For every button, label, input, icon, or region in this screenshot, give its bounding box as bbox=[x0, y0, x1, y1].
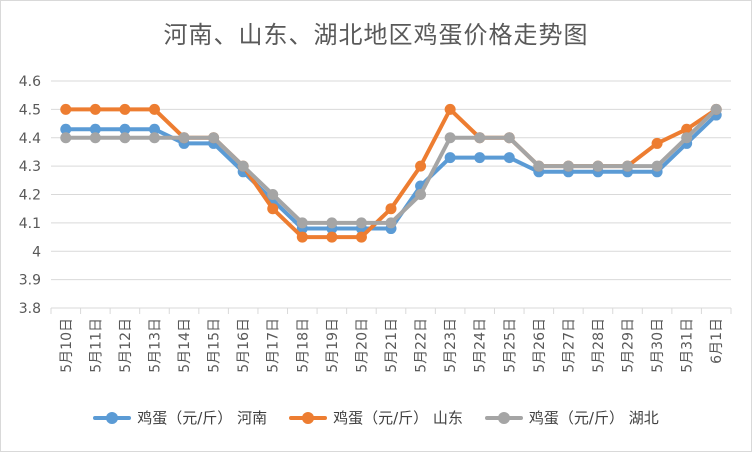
data-point bbox=[444, 103, 456, 115]
data-point bbox=[60, 132, 72, 144]
legend-label-shandong: 鸡蛋（元/斤） 山东 bbox=[333, 409, 463, 427]
x-tick-label: 5月29日 bbox=[621, 318, 637, 373]
chart-title: 河南、山东、湖北地区鸡蛋价格走势图 bbox=[163, 21, 589, 49]
y-tick-label: 4 bbox=[32, 244, 41, 260]
x-tick-label: 5月24日 bbox=[473, 318, 489, 373]
legend-label-henan: 鸡蛋（元/斤） 河南 bbox=[137, 409, 268, 427]
x-tick-label: 5月22日 bbox=[414, 318, 430, 373]
data-point bbox=[89, 103, 101, 115]
x-tick-label: 5月16日 bbox=[236, 318, 252, 373]
x-tick-label: 5月18日 bbox=[295, 318, 311, 373]
y-tick-label: 3.9 bbox=[19, 273, 41, 289]
data-point bbox=[415, 189, 427, 200]
data-point bbox=[326, 217, 338, 229]
data-point bbox=[444, 132, 456, 144]
x-tick-label: 5月25日 bbox=[502, 318, 518, 373]
x-tick-label: 5月30日 bbox=[650, 318, 666, 373]
y-tick-label: 4.2 bbox=[19, 188, 41, 204]
legend-item-hubei: 鸡蛋（元/斤） 湖北 bbox=[484, 407, 659, 428]
data-point bbox=[148, 103, 160, 115]
data-point bbox=[503, 132, 515, 144]
data-point bbox=[710, 103, 722, 115]
x-tick-label: 5月19日 bbox=[325, 318, 341, 373]
data-point bbox=[415, 160, 427, 172]
legend-label-hubei: 鸡蛋（元/斤） 湖北 bbox=[528, 409, 659, 427]
data-point bbox=[444, 152, 456, 164]
x-tick-label: 5月12日 bbox=[118, 318, 134, 373]
x-tick-label: 5月28日 bbox=[591, 318, 607, 373]
x-tick-label: 5月31日 bbox=[680, 318, 696, 373]
data-point bbox=[592, 160, 604, 172]
legend-swatch-hubei bbox=[484, 411, 523, 425]
data-point bbox=[681, 123, 693, 135]
data-point bbox=[60, 103, 72, 115]
y-tick-label: 4.5 bbox=[19, 102, 41, 118]
data-point bbox=[119, 103, 131, 115]
data-point bbox=[385, 203, 397, 215]
data-point bbox=[503, 152, 515, 164]
x-tick-label: 5月10日 bbox=[59, 318, 75, 373]
data-point bbox=[474, 132, 486, 144]
legend-item-henan: 鸡蛋（元/斤） 河南 bbox=[93, 407, 267, 428]
data-point bbox=[89, 123, 101, 135]
y-tick-label: 4.4 bbox=[19, 131, 41, 147]
data-point bbox=[681, 132, 693, 144]
data-point bbox=[89, 132, 101, 144]
data-point bbox=[237, 160, 249, 172]
y-tick-label: 4.1 bbox=[19, 216, 41, 232]
data-point bbox=[119, 123, 131, 135]
data-point bbox=[326, 231, 338, 243]
data-point bbox=[651, 160, 663, 172]
x-tick-label: 5月21日 bbox=[384, 318, 400, 373]
x-tick-label: 5月15日 bbox=[207, 318, 223, 373]
x-tick-label: 5月23日 bbox=[443, 318, 459, 373]
data-point bbox=[296, 231, 308, 243]
data-point bbox=[562, 160, 574, 172]
data-point bbox=[208, 132, 220, 144]
x-tick-label: 5月26日 bbox=[532, 318, 548, 373]
data-point bbox=[385, 217, 397, 229]
data-point bbox=[296, 217, 308, 229]
legend-item-shandong: 鸡蛋（元/斤） 山东 bbox=[289, 407, 463, 428]
data-point bbox=[533, 160, 545, 172]
data-point bbox=[355, 231, 367, 243]
x-tick-label: 5月14日 bbox=[177, 318, 193, 373]
data-point bbox=[119, 132, 131, 144]
data-point bbox=[267, 203, 279, 215]
data-point bbox=[622, 160, 634, 172]
legend-swatch-shandong bbox=[289, 411, 328, 425]
data-point bbox=[178, 132, 190, 144]
x-tick-label: 5月11日 bbox=[88, 318, 104, 373]
data-point bbox=[148, 123, 160, 135]
data-point bbox=[474, 152, 486, 164]
x-tick-label: 5月13日 bbox=[147, 318, 163, 373]
data-point bbox=[60, 123, 72, 135]
y-tick-label: 3.8 bbox=[19, 301, 41, 317]
data-point bbox=[355, 217, 367, 229]
x-tick-label: 5月17日 bbox=[266, 318, 282, 373]
y-tick-label: 4.3 bbox=[19, 159, 41, 175]
legend: 鸡蛋（元/斤） 河南 鸡蛋（元/斤） 山东 鸡蛋（元/斤） 湖北 bbox=[1, 407, 751, 428]
x-tick-label: 5月27日 bbox=[561, 318, 577, 373]
y-tick-label: 4.6 bbox=[19, 74, 41, 90]
data-point bbox=[651, 137, 663, 149]
x-tick-label: 6月1日 bbox=[709, 318, 725, 364]
legend-swatch-henan bbox=[93, 411, 132, 425]
data-point bbox=[267, 189, 279, 200]
plot-area: 3.8 3.9 4 4.1 4.2 4.3 4.4 4.5 4.6 5月10日 5月11日 5月12日… bbox=[19, 74, 732, 373]
data-point bbox=[148, 132, 160, 144]
x-tick-label: 5月20日 bbox=[354, 318, 370, 373]
